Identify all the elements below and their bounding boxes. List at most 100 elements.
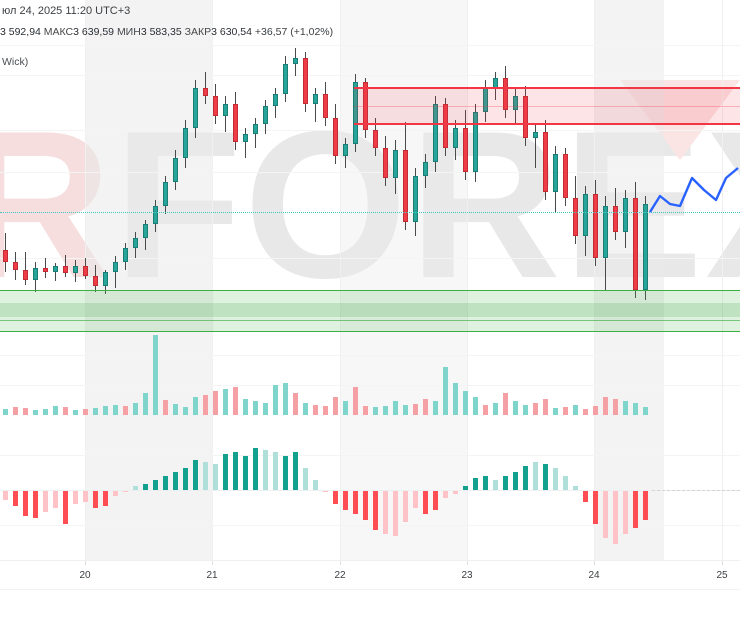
- volume-bar: [103, 406, 108, 415]
- chart-bottom-spacer: [0, 590, 740, 620]
- macd-bar-negative: [583, 490, 588, 502]
- macd-bar-positive: [293, 452, 298, 490]
- volume-bar: [353, 387, 358, 415]
- macd-bar-negative: [13, 490, 18, 506]
- volume-bar: [183, 407, 188, 415]
- volume-bar: [163, 400, 168, 415]
- candle-body-bullish: [553, 154, 558, 192]
- volume-bar: [43, 409, 48, 415]
- candle-body-bearish: [523, 96, 528, 138]
- macd-bar-negative: [403, 490, 408, 522]
- macd-bar-positive: [283, 456, 288, 490]
- macd-bar-negative: [73, 490, 78, 504]
- macd-bar-negative: [443, 490, 448, 498]
- candle-body-bullish: [283, 64, 288, 94]
- candle-body-bullish: [603, 206, 608, 258]
- candle-body-bullish: [533, 132, 538, 138]
- x-axis-tick-label: 25: [716, 570, 728, 581]
- candle-body-bearish: [503, 78, 508, 110]
- macd-bar-positive: [193, 460, 198, 490]
- volume-bar: [523, 405, 528, 415]
- candle-body-bullish: [133, 238, 138, 248]
- volume-bar: [3, 409, 8, 415]
- x-axis-tick-label: 24: [588, 570, 600, 581]
- candle-body-bullish: [433, 104, 438, 162]
- volume-bar: [473, 397, 478, 415]
- macd-bar-negative: [53, 490, 58, 508]
- macd-bar-negative: [423, 490, 428, 514]
- volume-bar: [333, 397, 338, 415]
- indicator-legend-label: Wick): [2, 56, 29, 68]
- candle-wick: [245, 128, 246, 158]
- volume-bar: [643, 407, 648, 415]
- x-axis-tick-label: 23: [461, 570, 473, 581]
- candle-body-bearish: [303, 58, 308, 104]
- macd-bar-positive: [173, 472, 178, 490]
- volume-bar: [93, 408, 98, 415]
- volume-bar: [213, 391, 218, 415]
- candle-body-bullish: [163, 182, 168, 206]
- candle-body-bullish: [413, 176, 418, 222]
- volume-bar: [143, 393, 148, 415]
- macd-bar-negative: [323, 490, 328, 492]
- candle-body-bullish: [583, 194, 588, 236]
- volume-bar: [423, 399, 428, 415]
- candle-body-bearish: [593, 194, 598, 258]
- candle-body-bullish: [173, 158, 178, 182]
- volume-bar: [153, 335, 158, 415]
- volume-bar: [443, 367, 448, 415]
- volume-bar: [63, 407, 68, 415]
- x-axis-tick-mark: [594, 561, 595, 565]
- x-axis-tick-mark: [85, 561, 86, 565]
- candle-body-bearish: [233, 104, 238, 142]
- volume-bar: [303, 403, 308, 415]
- volume-bar: [413, 404, 418, 415]
- x-axis-tick-label: 20: [79, 570, 91, 581]
- volume-bar: [463, 391, 468, 415]
- candle-body-bullish: [143, 224, 148, 238]
- volume-bar: [453, 383, 458, 415]
- ohlc-change-value: +36,57 (+1,02%): [254, 26, 334, 38]
- volume-bar: [373, 407, 378, 415]
- candle-body-bullish: [513, 96, 518, 110]
- macd-bar-positive: [203, 462, 208, 490]
- volume-bar: [553, 408, 558, 415]
- macd-bar-positive: [153, 480, 158, 490]
- candle-body-bullish: [273, 94, 278, 106]
- volume-bar: [383, 406, 388, 415]
- volume-bar: [33, 410, 38, 415]
- candle-body-bearish: [323, 94, 328, 118]
- candle-body-bullish: [53, 266, 58, 272]
- x-axis[interactable]: 20 21 22 23 24 25: [0, 560, 740, 590]
- resistance-zone-midline: [354, 106, 740, 107]
- macd-bar-negative: [593, 490, 598, 524]
- ohlc-low-value: 3 583,35: [140, 26, 182, 38]
- macd-bar-positive: [243, 456, 248, 490]
- volume-bar: [53, 406, 58, 415]
- volume-bar: [123, 406, 128, 415]
- candle-body-bullish: [223, 104, 228, 116]
- candle-body-bullish: [253, 124, 258, 134]
- volume-bar: [263, 403, 268, 415]
- candle-body-bullish: [473, 112, 478, 172]
- candle-body-bearish: [333, 118, 338, 156]
- volume-bar: [283, 383, 288, 415]
- candle-body-bearish: [383, 148, 388, 178]
- macd-bar-negative: [383, 490, 388, 534]
- volume-bar: [83, 409, 88, 415]
- candle-body-bullish: [623, 198, 628, 232]
- x-axis-tick-label: 22: [334, 570, 346, 581]
- volume-pane[interactable]: [0, 335, 740, 415]
- candle-body-bullish: [33, 268, 38, 280]
- volume-bar: [493, 403, 498, 415]
- macd-bar-positive: [253, 448, 258, 490]
- macd-bar-positive: [463, 486, 468, 490]
- candle-body-bearish: [543, 132, 548, 192]
- volume-bar: [623, 401, 628, 415]
- macd-bar-positive: [503, 476, 508, 490]
- macd-bar-positive: [533, 462, 538, 490]
- macd-bar-negative: [413, 490, 418, 508]
- volume-bar: [593, 406, 598, 415]
- macd-zero-line: [0, 490, 740, 491]
